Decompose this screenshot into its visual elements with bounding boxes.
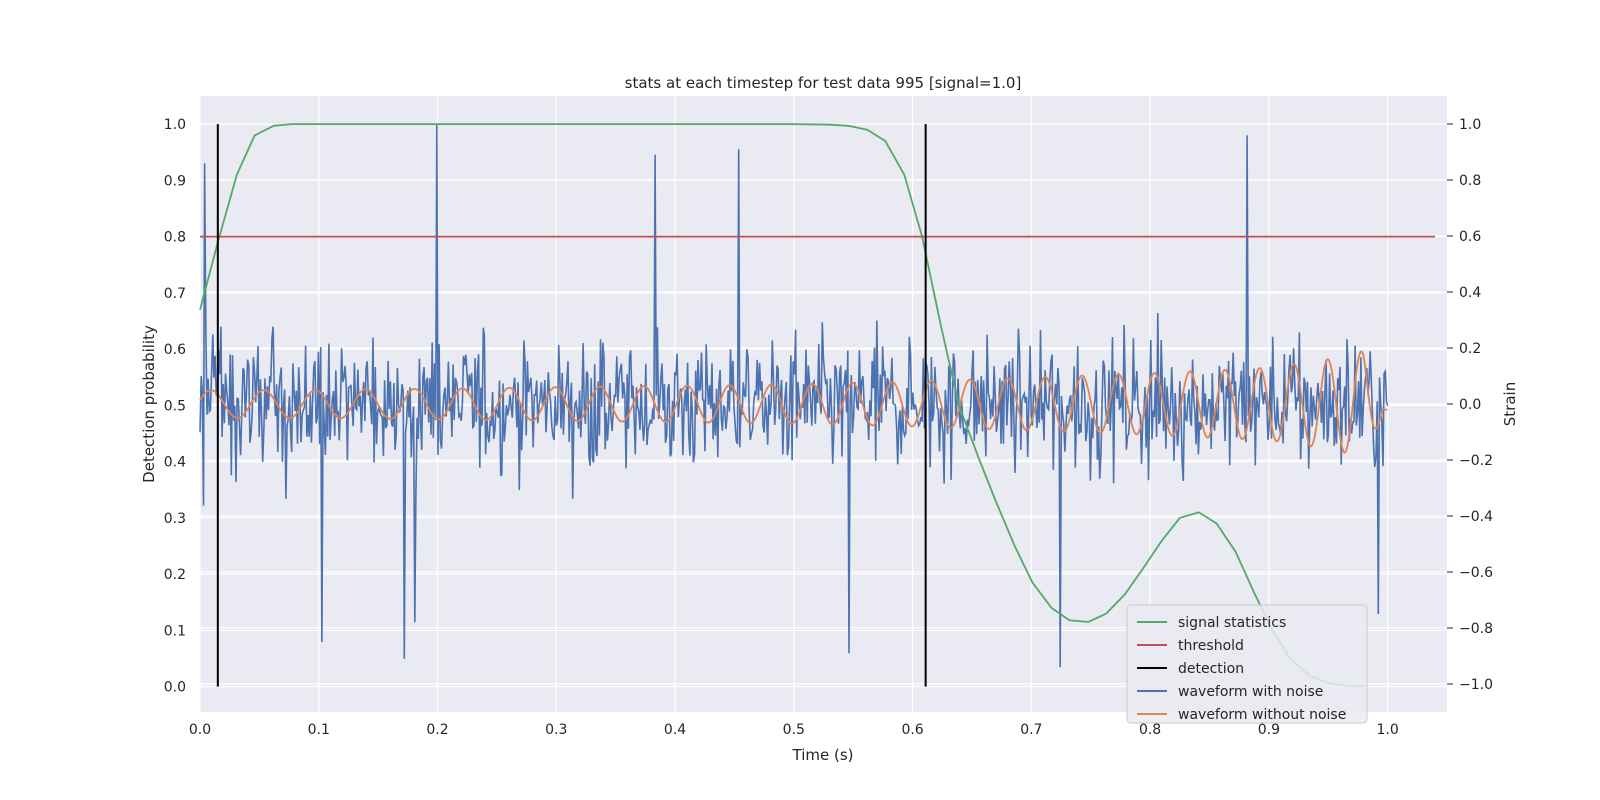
x-tick-label: 0.9 — [1258, 722, 1280, 738]
x-tick-label: 0.0 — [189, 722, 211, 738]
y-left-tick-label: 1.0 — [164, 117, 186, 133]
y-left-tick-label: 0.3 — [164, 511, 186, 527]
legend-label: waveform without noise — [1178, 707, 1346, 723]
legend-label: waveform with noise — [1178, 684, 1323, 700]
y-right-tick-label: 0.8 — [1459, 173, 1481, 189]
chart-title: stats at each timestep for test data 995… — [625, 74, 1022, 92]
x-tick-label: 1.0 — [1376, 722, 1398, 738]
series-waveform-with-noise — [199, 123, 1389, 668]
series-signal-statistics — [199, 123, 1364, 687]
y-left-tick-labels: 0.0 0.1 0.2 0.3 0.4 0.5 0.6 0.7 0.8 0.9 1.0 — [164, 117, 186, 696]
x-tick-label: 0.3 — [545, 722, 567, 738]
y-right-tick-label: −0.6 — [1459, 565, 1493, 581]
x-tick-labels: 0.0 0.1 0.2 0.3 0.4 0.5 0.6 0.7 0.8 0.9 1.0 — [189, 722, 1399, 738]
y-left-tick-label: 0.4 — [164, 455, 186, 471]
y-left-tick-label: 0.6 — [164, 342, 186, 358]
y-right-tick-label: −1.0 — [1459, 677, 1493, 693]
y-axis-label-left: Detection probability — [140, 325, 158, 483]
x-tick-label: 0.6 — [901, 722, 923, 738]
y-right-tick-labels: −1.0 −0.8 −0.6 −0.4 −0.2 0.0 0.2 0.4 0.6 0.8 1.0 — [1447, 117, 1493, 693]
series-layer — [199, 123, 1436, 687]
x-tick-label: 0.5 — [783, 722, 805, 738]
x-tick-label: 0.7 — [1020, 722, 1042, 738]
y-right-tick-label: 0.2 — [1459, 341, 1481, 357]
x-tick-label: 0.1 — [308, 722, 330, 738]
y-right-tick-label: 0.6 — [1459, 229, 1481, 245]
y-axis-label-right: Strain — [1501, 382, 1519, 426]
legend-label: signal statistics — [1178, 615, 1286, 631]
y-left-tick-label: 0.8 — [164, 230, 186, 246]
y-right-tick-label: 0.0 — [1459, 397, 1481, 413]
legend-label: detection — [1178, 661, 1244, 677]
x-tick-label: 0.8 — [1139, 722, 1161, 738]
y-right-tick-label: −0.4 — [1459, 509, 1493, 525]
y-right-tick-label: 0.4 — [1459, 285, 1481, 301]
series-waveform-without-noise — [199, 350, 1388, 454]
y-left-tick-label: 0.1 — [164, 623, 186, 639]
y-left-tick-label: 0.0 — [164, 680, 186, 696]
legend-box — [1126, 604, 1368, 724]
x-axis-label: Time (s) — [792, 746, 854, 764]
y-left-tick-label: 0.7 — [164, 286, 186, 302]
y-left-tick-label: 0.2 — [164, 567, 186, 583]
x-tick-label: 0.2 — [426, 722, 448, 738]
y-left-tick-label: 0.5 — [164, 398, 186, 414]
legend: signal statistics threshold detection wavef… — [1126, 604, 1368, 724]
y-right-tick-label: −0.2 — [1459, 453, 1493, 469]
y-right-tick-label: 1.0 — [1459, 117, 1481, 133]
legend-label: threshold — [1178, 638, 1244, 654]
y-right-tick-label: −0.8 — [1459, 621, 1493, 637]
y-left-tick-label: 0.9 — [164, 173, 186, 189]
x-tick-label: 0.4 — [664, 722, 686, 738]
